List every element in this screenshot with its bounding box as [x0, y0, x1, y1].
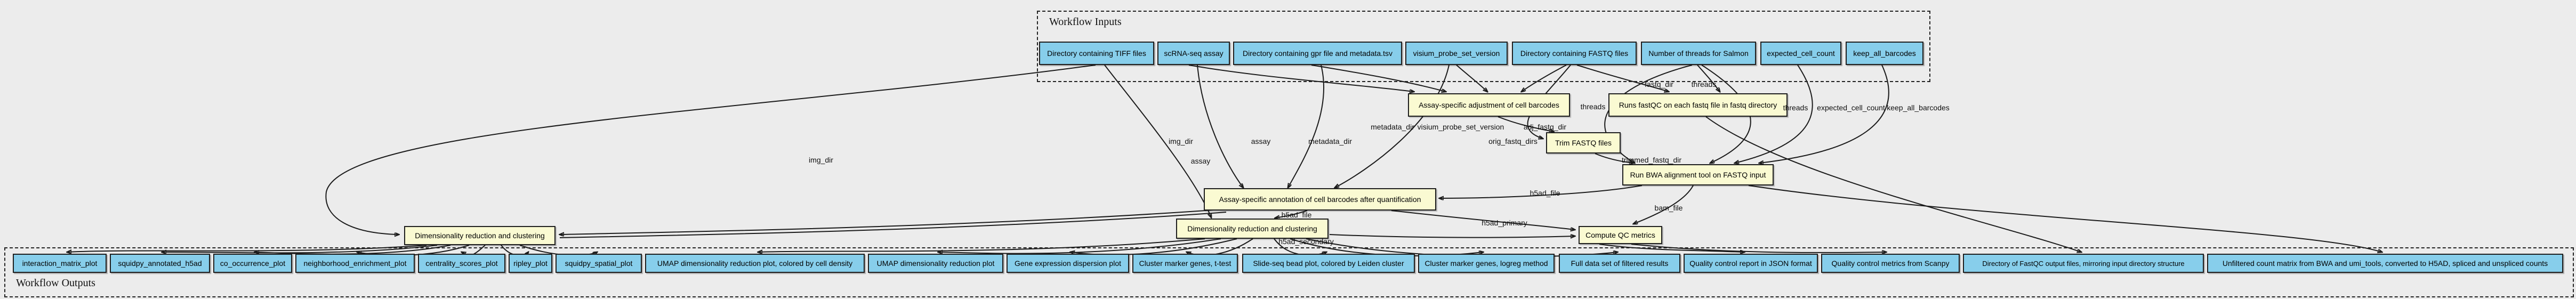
process-node-trim-fastq[interactable]: Trim FASTQ files	[1546, 132, 1621, 153]
output-node-ripley-plot[interactable]: ripley_plot	[509, 254, 552, 273]
edge-label-assay-2: assay	[1190, 157, 1211, 165]
edge-label-metadata-dir-1: metadata_dir	[1308, 137, 1352, 146]
input-node-fastq-directory[interactable]: Directory containing FASTQ files	[1512, 42, 1637, 65]
output-node-qc-report-json[interactable]: Quality control report in JSON format	[1684, 254, 1818, 273]
input-node-salmon-threads[interactable]: Number of threads for Salmon	[1641, 42, 1756, 65]
output-node-squidpy-annotated-h5ad[interactable]: squidpy_annotated_h5ad	[110, 254, 210, 273]
input-node-gpr-metadata-directory[interactable]: Directory containing gpr file and metada…	[1233, 42, 1402, 65]
workflow-inputs-box	[1037, 11, 1930, 82]
edge-label-threads-1: threads	[1580, 102, 1606, 111]
edge-label-h5ad-file-2: h5ad_file	[1281, 211, 1312, 219]
output-node-cluster-markers-logreg[interactable]: Cluster marker genes, logreg method	[1418, 254, 1555, 273]
edge-label-threads-3: threads	[1783, 103, 1808, 112]
output-node-centrality-scores-plot[interactable]: centrality_scores_plot	[418, 254, 505, 273]
edge-label-expected-cell-count: expected_cell_count	[1817, 103, 1885, 112]
edge-label-img-dir-left: img_dir	[809, 156, 833, 164]
edge-label-trimmed-fastq-dir: trimmed_fastq_dir	[1621, 156, 1682, 164]
output-node-scanpy-qc-metrics[interactable]: Quality control metrics from Scanpy	[1821, 254, 1960, 273]
process-node-fastqc[interactable]: Runs fastQC on each fastq file in fastq …	[1608, 93, 1788, 117]
process-node-compute-qc-metrics[interactable]: Compute QC metrics	[1579, 226, 1662, 244]
edge-label-visium-probe-set-version: visium_probe_set_version	[1417, 123, 1504, 131]
output-node-neighborhood-enrichment-plot[interactable]: neighborhood_enrichment_plot	[295, 254, 415, 273]
process-node-barcode-annotation[interactable]: Assay-specific annotation of cell barcod…	[1204, 188, 1436, 211]
edge-label-h5ad-secondary: h5ad_secondary	[1278, 237, 1334, 246]
input-node-expected-cell-count[interactable]: expected_cell_count	[1760, 42, 1841, 65]
edge-label-adj-fastq-dir: adj_fastq_dir	[1523, 123, 1567, 131]
edge-label-threads-2: threads	[1691, 80, 1717, 88]
output-node-squidpy-spatial-plot[interactable]: squidpy_spatial_plot	[556, 254, 642, 273]
output-node-unfiltered-count-matrix[interactable]: Unfiltered count matrix from BWA and umi…	[2207, 254, 2563, 273]
edge-label-orig-fastq-dirs: orig_fastq_dirs	[1488, 137, 1537, 146]
output-node-umap-plot[interactable]: UMAP dimensionality reduction plot	[868, 254, 1003, 273]
edge-label-fastq-dir: fastq_dir	[1645, 80, 1673, 88]
edge-label-metadata-dir-2: metadata_dir	[1371, 123, 1414, 131]
output-node-gene-dispersion-plot[interactable]: Gene expression dispersion plot	[1007, 254, 1129, 273]
input-node-visium-probe-set-version[interactable]: visium_probe_set_version	[1405, 42, 1508, 65]
workflow-inputs-title: Workflow Inputs	[1049, 16, 1122, 28]
edge-label-bam-file: bam_file	[1654, 204, 1683, 212]
output-node-slideseq-bead-plot[interactable]: Slide-seq bead plot, colored by Leiden c…	[1242, 254, 1415, 273]
process-node-dimensionality-reduction-mid[interactable]: Dimensionality reduction and clustering	[1176, 219, 1329, 239]
process-node-dimensionality-reduction-left[interactable]: Dimensionality reduction and clustering	[404, 226, 556, 245]
output-node-umap-cell-density-plot[interactable]: UMAP dimensionality reduction plot, colo…	[645, 254, 865, 273]
process-node-barcode-adjustment[interactable]: Assay-specific adjustment of cell barcod…	[1408, 93, 1570, 117]
input-node-keep-all-barcodes[interactable]: keep_all_barcodes	[1846, 42, 1923, 65]
input-node-tiff-directory[interactable]: Directory containing TIFF files	[1039, 42, 1154, 65]
edge-label-h5ad-primary: h5ad_primary	[1482, 219, 1527, 227]
edge-label-h5ad-file-1: h5ad_file	[1529, 189, 1560, 197]
output-node-filtered-results[interactable]: Full data set of filtered results	[1559, 254, 1680, 273]
output-node-interaction-matrix-plot[interactable]: interaction_matrix_plot	[13, 254, 107, 273]
input-node-scrnaseq-assay[interactable]: scRNA-seq assay	[1157, 42, 1230, 65]
workflow-outputs-title: Workflow Outputs	[16, 277, 95, 289]
workflow-outputs-box	[4, 247, 2574, 297]
edge-label-keep-all-barcodes: keep_all_barcodes	[1887, 103, 1950, 112]
edge-label-img-dir: img_dir	[1169, 137, 1193, 146]
output-node-cluster-markers-ttest[interactable]: Cluster marker genes, t-test	[1132, 254, 1238, 273]
edge-label-assay-1: assay	[1251, 137, 1271, 146]
output-node-co-occurrence-plot[interactable]: co_occurrence_plot	[213, 254, 292, 273]
process-node-bwa-alignment[interactable]: Run BWA alignment tool on FASTQ input	[1622, 164, 1774, 185]
output-node-fastqc-output-directory[interactable]: Directory of FastQC output files, mirror…	[1963, 254, 2204, 273]
